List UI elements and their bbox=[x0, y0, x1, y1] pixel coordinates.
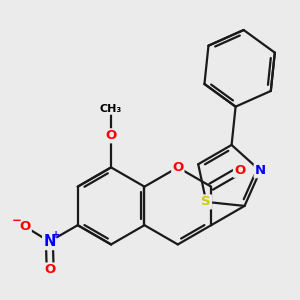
Text: O: O bbox=[234, 164, 245, 177]
Text: O: O bbox=[106, 129, 117, 142]
Text: O: O bbox=[45, 263, 56, 277]
Text: +: + bbox=[52, 230, 60, 240]
Text: N: N bbox=[255, 164, 266, 177]
Text: CH₃: CH₃ bbox=[100, 104, 122, 114]
Text: N: N bbox=[43, 234, 56, 249]
Text: O: O bbox=[20, 220, 31, 233]
Text: S: S bbox=[201, 195, 211, 208]
Text: −: − bbox=[12, 214, 22, 227]
Text: O: O bbox=[172, 161, 183, 174]
